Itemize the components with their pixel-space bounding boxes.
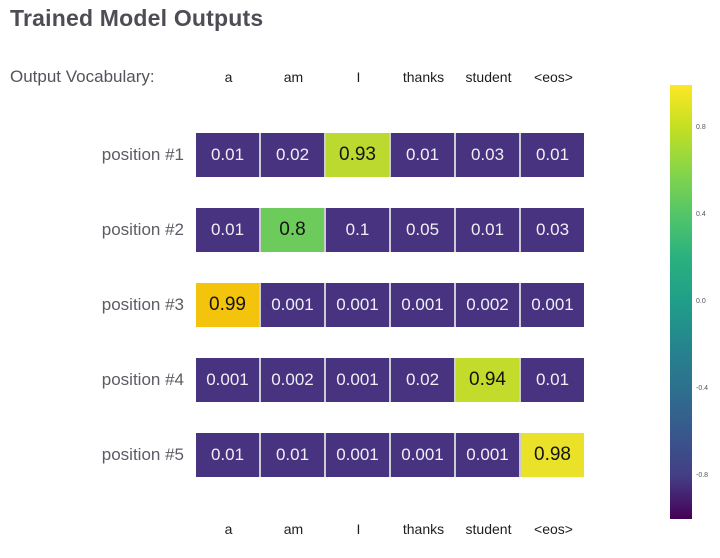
page-title: Trained Model Outputs: [10, 5, 264, 31]
prob-cell: 0.001: [391, 283, 456, 327]
colorbar-tick: 0.0: [696, 298, 706, 305]
prob-cell: 0.001: [391, 433, 456, 477]
prob-cell: 0.001: [326, 358, 391, 402]
column-header-i: I: [356, 69, 361, 85]
prob-cell: 0.01: [196, 208, 261, 252]
column-header-student: student: [465, 69, 512, 85]
heatmap-row-position-1: position #1 0.01 0.02 0.93 0.01 0.03 0.0…: [0, 133, 720, 177]
colorbar-tick: 0.4: [696, 211, 706, 218]
column-header-am: am: [283, 521, 304, 537]
prob-cell: 0.02: [261, 133, 326, 177]
prob-cell: 0.02: [391, 358, 456, 402]
column-header-i: I: [356, 521, 361, 537]
prob-cell: 0.001: [326, 433, 391, 477]
column-header-thanks: thanks: [402, 521, 445, 537]
prob-cell: 0.01: [196, 433, 261, 477]
prob-cell: 0.002: [456, 283, 521, 327]
row-cells: 0.001 0.002 0.001 0.02 0.94 0.01: [196, 358, 584, 402]
row-cells: 0.01 0.8 0.1 0.05 0.01 0.03: [196, 208, 584, 252]
column-headers-bottom: a am I thanks student <eos>: [196, 520, 586, 538]
prob-cell: 0.01: [521, 358, 584, 402]
prob-cell: 0.001: [326, 283, 391, 327]
prob-cell-highlight: 0.8: [261, 208, 326, 252]
viridis-colorbar: [670, 85, 692, 519]
prob-cell-highlight: 0.99: [196, 283, 261, 327]
prob-cell: 0.03: [521, 208, 584, 252]
prob-cell: 0.05: [391, 208, 456, 252]
row-cells: 0.99 0.001 0.001 0.001 0.002 0.001: [196, 283, 584, 327]
column-header-a: a: [224, 521, 233, 537]
column-header-eos: <eos>: [534, 69, 573, 85]
row-label: position #1: [101, 145, 184, 164]
prob-cell-highlight: 0.93: [326, 133, 391, 177]
prob-cell-highlight: 0.94: [456, 358, 521, 402]
column-headers-top: a am I thanks student <eos>: [196, 68, 586, 86]
column-header-student: student: [465, 521, 512, 537]
column-header-am: am: [283, 69, 304, 85]
row-label: position #5: [101, 445, 184, 464]
row-cells: 0.01 0.02 0.93 0.01 0.03 0.01: [196, 133, 584, 177]
prob-cell: 0.001: [456, 433, 521, 477]
prob-cell: 0.01: [196, 133, 261, 177]
prob-cell: 0.01: [521, 133, 584, 177]
prob-cell-highlight: 0.98: [521, 433, 584, 477]
prob-cell: 0.001: [261, 283, 326, 327]
row-cells: 0.01 0.01 0.001 0.001 0.001 0.98: [196, 433, 584, 477]
column-header-thanks: thanks: [402, 69, 445, 85]
prob-cell: 0.001: [196, 358, 261, 402]
prob-cell: 0.03: [456, 133, 521, 177]
colorbar-tick: -0.4: [696, 385, 709, 392]
heatmap-row-position-2: position #2 0.01 0.8 0.1 0.05 0.01 0.03: [0, 208, 720, 252]
prob-cell: 0.01: [456, 208, 521, 252]
heatmap-row-position-3: position #3 0.99 0.001 0.001 0.001 0.002…: [0, 283, 720, 327]
column-header-a: a: [224, 69, 233, 85]
prob-cell: 0.1: [326, 208, 391, 252]
colorbar-tick: -0.8: [696, 472, 709, 479]
prob-cell: 0.001: [521, 283, 584, 327]
row-label: position #2: [101, 220, 184, 239]
prob-cell: 0.01: [261, 433, 326, 477]
prob-cell: 0.01: [391, 133, 456, 177]
column-header-eos: <eos>: [534, 521, 573, 537]
row-label: position #4: [101, 370, 184, 389]
row-label: position #3: [101, 295, 184, 314]
prob-cell: 0.002: [261, 358, 326, 402]
heatmap-row-position-5: position #5 0.01 0.01 0.001 0.001 0.001 …: [0, 433, 720, 477]
heatmap-row-position-4: position #4 0.001 0.002 0.001 0.02 0.94 …: [0, 358, 720, 402]
colorbar-tick: 0.8: [696, 124, 706, 131]
output-vocabulary-label: Output Vocabulary:: [10, 67, 155, 86]
